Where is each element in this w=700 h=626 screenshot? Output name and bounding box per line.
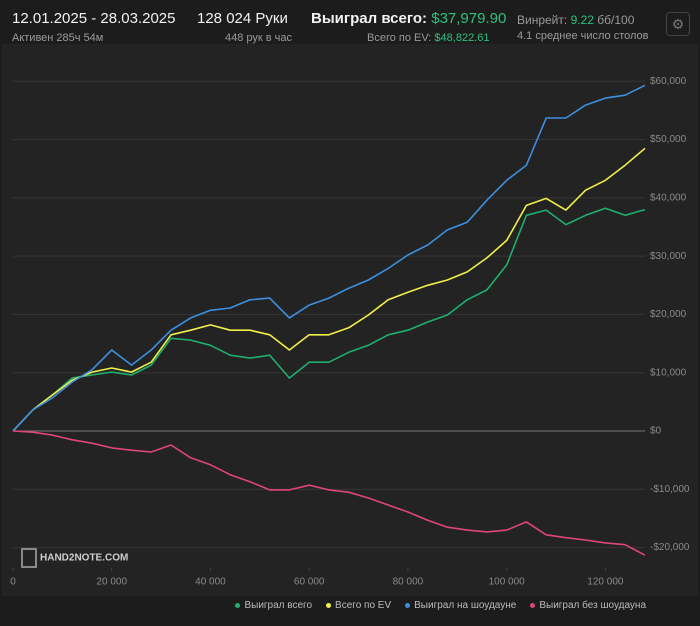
x-tick-label: 40 000 (195, 577, 226, 588)
legend-label: Всего по EV (335, 600, 392, 611)
legend-swatch (530, 603, 536, 608)
hands: 128 024 Руки (197, 10, 288, 27)
won-block: Выиграл всего: $37,979.90 Всего по EV: $… (311, 10, 506, 44)
logo: HAND2NOTE.COM (21, 548, 128, 568)
winrate-value: 9.22 (570, 13, 594, 27)
y-tick-label: $60,000 (650, 76, 687, 87)
period-block: 12.01.2025 - 28.03.2025 Активен 285ч 54м (12, 10, 175, 44)
y-tick-label: $30,000 (650, 251, 687, 262)
winrate-label: Винрейт: (517, 13, 568, 27)
hands-block: 128 024 Руки 448 рук в час (197, 10, 292, 44)
x-tick-label: 100 000 (489, 577, 526, 588)
ev-label: Всего по EV: (367, 32, 432, 44)
header: 12.01.2025 - 28.03.2025 Активен 285ч 54м… (0, 0, 700, 44)
x-tick-label: 80 000 (393, 577, 424, 588)
y-tick-label: $0 (650, 426, 662, 437)
y-tick-label: $20,000 (650, 309, 687, 320)
plot-panel (2, 44, 698, 596)
x-tick-label: 60 000 (294, 577, 325, 588)
won-label: Выиграл всего: (311, 10, 428, 27)
legend-label: Выиграл без шоудауна (539, 600, 646, 611)
x-tick-label: 20 000 (96, 577, 127, 588)
period: 12.01.2025 - 28.03.2025 (12, 10, 176, 27)
active-time: Активен 285ч 54м (12, 32, 104, 44)
series-line (12, 84, 646, 432)
tables: 4.1 среднее число столов (517, 30, 649, 42)
y-tick-label: $50,000 (650, 134, 687, 145)
winrate-unit: бб/100 (597, 13, 635, 27)
legend-label: Выиграл всего (244, 600, 313, 611)
y-tick-label: $40,000 (650, 192, 687, 203)
hands-per-hour: 448 рук в час (225, 32, 293, 44)
legend-item[interactable]: Выиграл на шоудауне (405, 600, 516, 611)
y-tick-label: $10,000 (650, 367, 687, 378)
y-tick-label: -$10,000 (650, 484, 690, 495)
settings-button[interactable]: ⚙ (666, 12, 690, 36)
watermark: HAND2NOTE.COM (40, 553, 128, 564)
legend-item[interactable]: Выиграл всего (235, 600, 312, 611)
series-line (12, 147, 646, 432)
legend-item[interactable]: Всего по EV (326, 600, 391, 611)
ev-value: $48,822.61 (434, 32, 490, 44)
legend-label: Выиграл на шоудауне (414, 600, 517, 611)
won-value: $37,979.90 (431, 10, 507, 27)
logo-icon (21, 548, 37, 568)
x-tick-label: 120 000 (587, 577, 624, 588)
legend-swatch (235, 603, 241, 608)
y-tick-label: -$20,000 (650, 542, 690, 553)
series-line (12, 207, 646, 432)
winrate-block: Винрейт: 9.22 бб/100 4.1 среднее число с… (517, 13, 649, 42)
series-line (12, 430, 646, 556)
legend-swatch (326, 603, 332, 608)
x-tick-label: 0 (10, 577, 16, 588)
legend-swatch (405, 603, 411, 608)
legend-item[interactable]: Выиграл без шоудауна (530, 600, 646, 611)
legend: Выиграл всего Всего по EV Выиграл на шоуда… (235, 600, 646, 611)
